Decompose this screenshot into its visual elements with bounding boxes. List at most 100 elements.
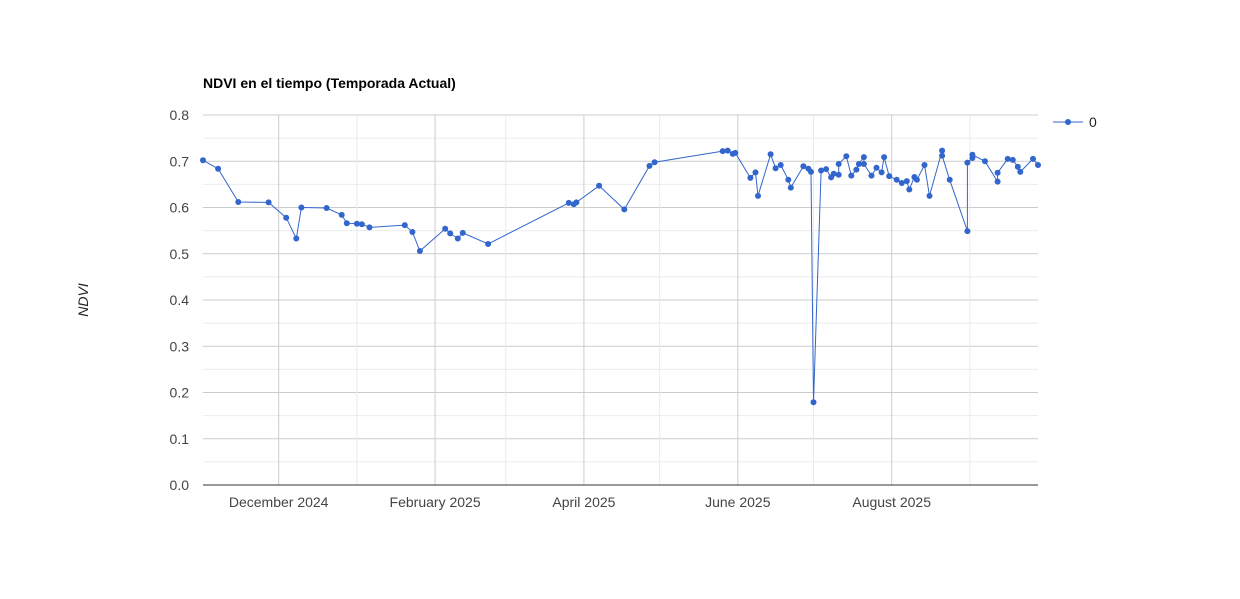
data-point [772, 165, 779, 172]
data-point [946, 176, 953, 183]
data-point [573, 199, 580, 206]
legend: 0 [1053, 114, 1097, 130]
data-point [939, 152, 946, 159]
data-point [881, 154, 888, 161]
data-point [886, 173, 893, 180]
data-point [787, 184, 794, 191]
data-point [442, 225, 449, 232]
x-tick-label: December 2024 [229, 494, 329, 510]
data-point [853, 166, 860, 173]
data-point [868, 172, 875, 179]
y-axis-label: NDVI [75, 283, 91, 317]
data-point [338, 211, 345, 218]
data-point [298, 204, 305, 211]
data-point [485, 241, 492, 247]
data-point [777, 162, 784, 168]
data-point [366, 224, 373, 231]
legend-marker [1065, 119, 1071, 125]
y-tick-label: 0.1 [170, 431, 190, 447]
data-point [409, 229, 416, 235]
chart-title: NDVI en el tiempo (Temporada Actual) [203, 75, 456, 91]
data-point [994, 169, 1001, 176]
data-point [830, 170, 837, 177]
data-point [265, 199, 272, 206]
data-point [283, 214, 290, 221]
y-tick-label: 0.8 [170, 107, 190, 123]
data-point [810, 399, 817, 406]
data-point [926, 192, 933, 199]
data-point [964, 228, 971, 235]
data-point [913, 176, 920, 183]
data-point [459, 229, 466, 236]
data-point [1009, 156, 1016, 163]
data-point [293, 235, 300, 242]
data-point [1030, 155, 1036, 162]
data-point [215, 165, 222, 172]
data-point [719, 148, 726, 155]
data-point [939, 147, 946, 154]
legend-label: 0 [1089, 114, 1097, 130]
x-tick-label: August 2025 [852, 494, 931, 510]
data-point [969, 151, 976, 158]
data-point [835, 171, 842, 178]
data-point [835, 161, 842, 167]
data-point [755, 192, 761, 199]
y-tick-label: 0.3 [170, 338, 190, 354]
data-point [200, 157, 206, 164]
data-point [1035, 162, 1041, 168]
data-point [646, 162, 653, 169]
data-point [732, 149, 739, 156]
y-tick-label: 0.0 [170, 477, 190, 493]
data-point [353, 220, 360, 227]
y-tick-label: 0.4 [170, 292, 190, 308]
data-point [747, 174, 754, 181]
data-point [651, 159, 658, 166]
data-point [1014, 163, 1021, 170]
data-point [235, 199, 242, 205]
data-point [823, 166, 830, 173]
data-point [358, 221, 365, 228]
data-point [808, 168, 814, 175]
data-point [843, 153, 850, 160]
data-point [982, 158, 988, 165]
data-point [898, 180, 905, 186]
data-point [893, 176, 900, 183]
data-point [565, 199, 572, 206]
y-tick-label: 0.7 [170, 153, 190, 169]
data-point [454, 235, 461, 242]
data-point [621, 206, 628, 213]
x-tick-label: June 2025 [705, 494, 771, 510]
y-axis-ticks: 0.0 0.1 0.2 0.3 0.4 0.5 0.6 0.7 0.8 [170, 107, 190, 493]
data-point [855, 161, 862, 167]
y-tick-label: 0.6 [170, 200, 190, 216]
grid [203, 114, 1038, 485]
data-point [921, 162, 928, 168]
x-axis-ticks: December 2024 February 2025 April 2025 June… [229, 494, 931, 510]
data-point [873, 164, 880, 171]
data-point [860, 161, 867, 167]
data-point [906, 186, 913, 193]
data-point [596, 182, 603, 189]
data-point [860, 154, 867, 161]
data-point [416, 248, 423, 254]
y-tick-label: 0.5 [170, 246, 190, 262]
data-point [994, 178, 1001, 185]
data-point [447, 230, 454, 237]
series-0 [200, 147, 1041, 406]
data-point [752, 169, 759, 176]
data-point [323, 205, 330, 211]
data-point [767, 151, 774, 158]
data-point [401, 222, 408, 229]
data-point [800, 163, 807, 170]
y-tick-label: 0.2 [170, 385, 190, 401]
data-point [818, 167, 825, 174]
data-point [343, 220, 350, 227]
data-point [1017, 168, 1024, 175]
x-tick-label: April 2025 [552, 494, 615, 510]
data-point [903, 178, 910, 185]
data-point [1004, 155, 1011, 162]
data-point [785, 176, 792, 183]
data-point [848, 172, 855, 179]
data-point [964, 159, 971, 166]
